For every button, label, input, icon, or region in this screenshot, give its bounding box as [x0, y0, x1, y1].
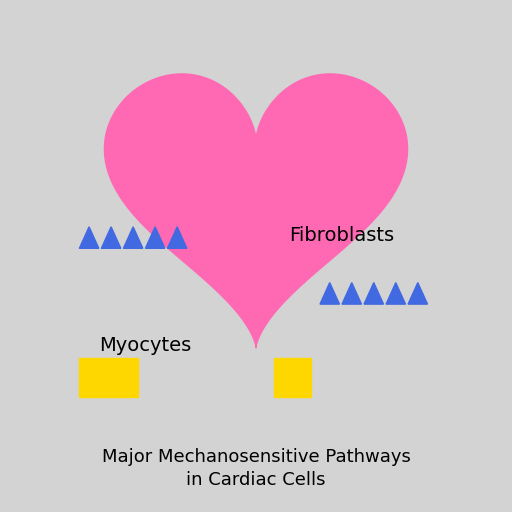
Polygon shape — [342, 283, 361, 304]
Text: Myocytes: Myocytes — [99, 336, 191, 355]
Polygon shape — [145, 227, 165, 248]
Polygon shape — [167, 227, 187, 248]
Polygon shape — [364, 283, 383, 304]
Polygon shape — [123, 227, 143, 248]
Polygon shape — [101, 227, 121, 248]
Polygon shape — [104, 74, 408, 348]
Bar — [79, 358, 138, 397]
Polygon shape — [386, 283, 406, 304]
Text: Fibroblasts: Fibroblasts — [289, 226, 394, 245]
Polygon shape — [79, 227, 99, 248]
Text: Major Mechanosensitive Pathways
in Cardiac Cells: Major Mechanosensitive Pathways in Cardi… — [101, 447, 411, 489]
Polygon shape — [408, 283, 428, 304]
Polygon shape — [320, 283, 339, 304]
Bar — [274, 358, 311, 397]
